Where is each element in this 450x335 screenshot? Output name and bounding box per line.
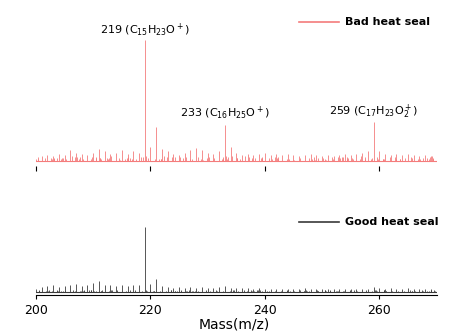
Text: Bad heat seal: Bad heat seal (345, 17, 430, 27)
Text: 259 ($\mathregular{C_{17}H_{23}O_2^+}$): 259 ($\mathregular{C_{17}H_{23}O_2^+}$) (329, 103, 418, 121)
Text: Good heat seal: Good heat seal (345, 217, 438, 227)
Text: 219 ($\mathregular{C_{15}H_{23}O^+}$): 219 ($\mathregular{C_{15}H_{23}O^+}$) (100, 21, 190, 38)
Text: 233 ($\mathregular{C_{16}H_{25}O^+}$): 233 ($\mathregular{C_{16}H_{25}O^+}$) (180, 104, 270, 121)
Text: Mass(m/z): Mass(m/z) (198, 318, 270, 332)
